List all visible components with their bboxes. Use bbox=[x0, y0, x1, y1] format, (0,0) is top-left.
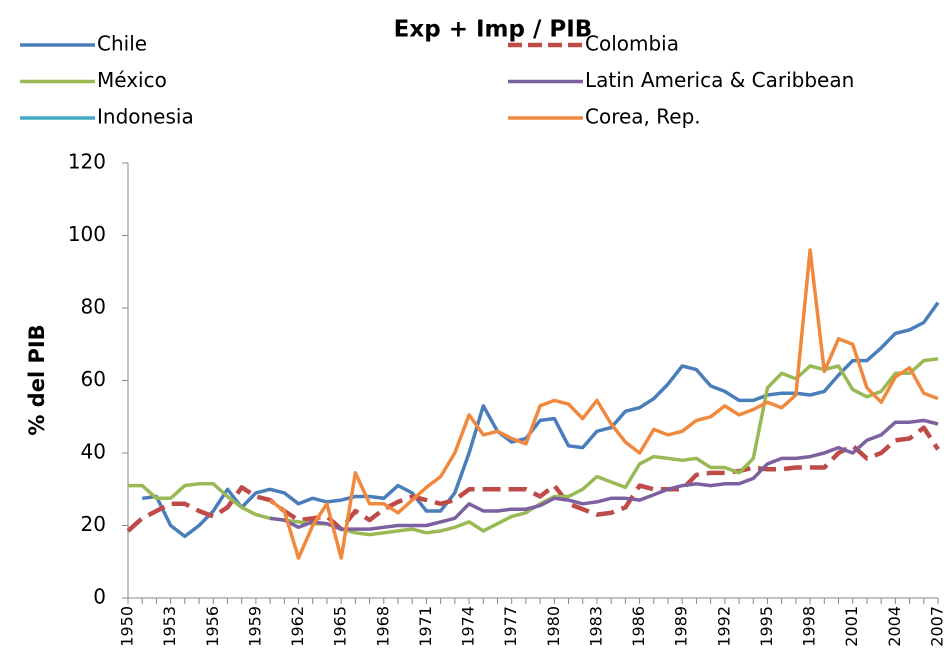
series-line bbox=[269, 418, 939, 531]
y-tick-label: 40 bbox=[81, 440, 106, 464]
x-tick-label: 2007 bbox=[928, 606, 947, 647]
series-line bbox=[126, 425, 940, 533]
x-tick-label: 1986 bbox=[629, 606, 648, 647]
series-line bbox=[141, 301, 940, 539]
x-tick-label: 1962 bbox=[288, 606, 307, 647]
x-tick-label: 1968 bbox=[373, 606, 392, 647]
legend-label: Colombia bbox=[585, 32, 679, 56]
x-tick-label: 1977 bbox=[501, 606, 520, 647]
x-tick-label: 1998 bbox=[800, 606, 819, 647]
x-tick-label: 2004 bbox=[885, 606, 904, 647]
series-line bbox=[269, 248, 939, 560]
x-tick-label: 1995 bbox=[757, 606, 776, 647]
x-tick-label: 1956 bbox=[203, 606, 222, 647]
x-tick-label: 1971 bbox=[416, 606, 435, 647]
y-axis-label: % del PIB bbox=[25, 324, 49, 435]
x-tick-label: 1953 bbox=[160, 606, 179, 647]
legend-label: Indonesia bbox=[97, 105, 194, 129]
y-tick-label: 0 bbox=[93, 585, 106, 609]
legend-label: México bbox=[97, 68, 167, 92]
x-tick-label: 1992 bbox=[714, 606, 733, 647]
legend-label: Latin America & Caribbean bbox=[585, 68, 854, 92]
x-tick-label: 1950 bbox=[118, 606, 137, 647]
x-tick-label: 1989 bbox=[672, 606, 691, 647]
y-tick-label: 120 bbox=[68, 150, 106, 174]
x-tick-label: 1965 bbox=[331, 606, 350, 647]
legend-label: Corea, Rep. bbox=[585, 105, 701, 129]
y-tick-label: 60 bbox=[81, 367, 106, 391]
x-tick-label: 1980 bbox=[544, 606, 563, 647]
y-tick-label: 80 bbox=[81, 295, 106, 319]
x-tick-label: 1983 bbox=[586, 606, 605, 647]
x-tick-label: 1974 bbox=[459, 606, 478, 647]
x-tick-label: 2001 bbox=[842, 606, 861, 647]
chart-title: Exp + Imp / PIB bbox=[394, 17, 593, 43]
y-tick-label: 20 bbox=[81, 512, 106, 536]
legend-label: Chile bbox=[97, 32, 147, 56]
y-tick-label: 100 bbox=[68, 222, 106, 246]
x-tick-label: 1959 bbox=[245, 606, 264, 647]
